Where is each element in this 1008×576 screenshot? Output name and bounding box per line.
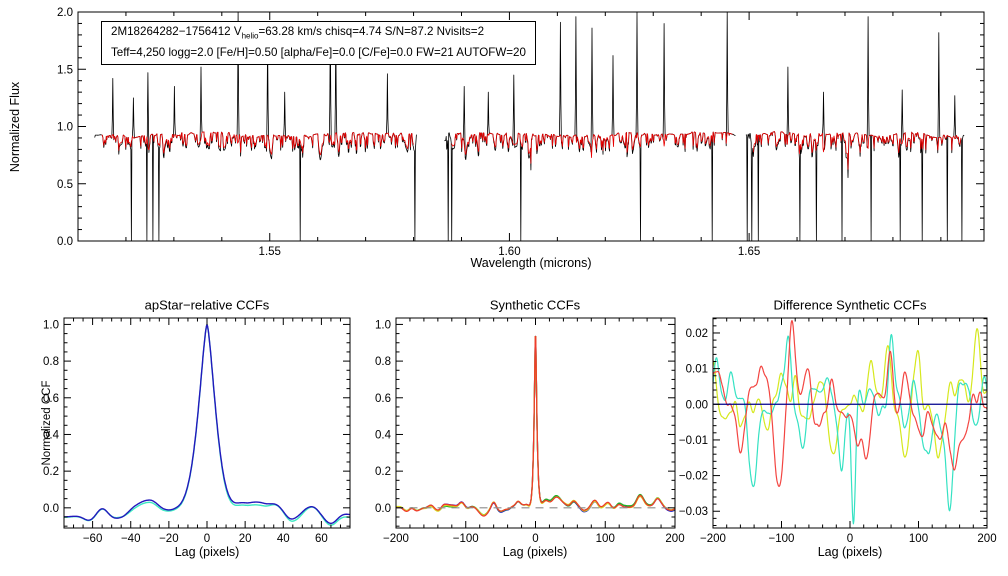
svg-text:0.6: 0.6 xyxy=(375,393,391,405)
svg-text:−0.03: −0.03 xyxy=(679,506,708,518)
ccf3-title: Difference Synthetic CCFs xyxy=(773,297,927,313)
svg-text:0.0: 0.0 xyxy=(43,503,59,515)
svg-text:200: 200 xyxy=(665,533,684,545)
ccf2-title: Synthetic CCFs xyxy=(489,297,581,313)
svg-text:1.0: 1.0 xyxy=(43,319,59,331)
svg-text:1.60: 1.60 xyxy=(498,246,520,258)
svg-text:−20: −20 xyxy=(159,533,179,545)
svg-text:1.5: 1.5 xyxy=(57,64,73,76)
svg-text:0.8: 0.8 xyxy=(43,356,59,368)
svg-text:−0.01: −0.01 xyxy=(679,435,708,447)
svg-text:100: 100 xyxy=(909,533,928,545)
ccf1-title: apStar−relative CCFs xyxy=(144,297,270,313)
info-line-1: 2M18264282−1756412 Vhelio=63.28 km/s chi… xyxy=(111,25,485,41)
ccf2-x-axis-label: Lag (pixels) xyxy=(502,545,568,559)
svg-text:0.2: 0.2 xyxy=(375,466,391,478)
svg-text:1.65: 1.65 xyxy=(738,246,760,258)
svg-text:0.0: 0.0 xyxy=(375,503,391,515)
svg-text:−40: −40 xyxy=(121,533,141,545)
ccf1-x-axis-label: Lag (pixels) xyxy=(174,545,240,559)
ccf3-x-axis-label: Lag (pixels) xyxy=(817,545,883,559)
svg-text:0.02: 0.02 xyxy=(686,328,708,340)
svg-text:−200: −200 xyxy=(700,533,726,545)
spectrum-x-axis-label: Wavelength (microns) xyxy=(470,256,592,270)
svg-text:0.4: 0.4 xyxy=(375,429,392,441)
svg-text:1.0: 1.0 xyxy=(375,319,391,331)
svg-text:0.5: 0.5 xyxy=(57,179,73,191)
svg-text:0.01: 0.01 xyxy=(686,364,708,376)
svg-text:0.6: 0.6 xyxy=(43,393,59,405)
info-line-2: Teff=4,250 logg=2.0 [Fe/H]=0.50 [alpha/F… xyxy=(111,45,526,59)
svg-text:0.4: 0.4 xyxy=(43,429,60,441)
svg-text:2.0: 2.0 xyxy=(57,7,73,19)
svg-text:−100: −100 xyxy=(453,533,479,545)
svg-text:−0.02: −0.02 xyxy=(679,471,708,483)
svg-text:0.00: 0.00 xyxy=(686,399,708,411)
spectrum-y-axis-label: Normalized Flux xyxy=(8,81,22,173)
svg-text:100: 100 xyxy=(596,533,615,545)
svg-text:0.2: 0.2 xyxy=(43,466,59,478)
svg-text:0: 0 xyxy=(847,533,853,545)
svg-text:20: 20 xyxy=(239,533,252,545)
svg-text:0: 0 xyxy=(532,533,538,545)
ccf1-y-axis-label: Normalized CCF xyxy=(41,380,53,466)
svg-text:0: 0 xyxy=(204,533,210,545)
svg-text:200: 200 xyxy=(977,533,996,545)
spectrum-info-box: 2M18264282−1756412 Vhelio=63.28 km/s chi… xyxy=(101,21,536,66)
svg-text:0.0: 0.0 xyxy=(57,236,73,248)
svg-text:−200: −200 xyxy=(383,533,409,545)
svg-text:1.0: 1.0 xyxy=(57,122,73,134)
svg-text:−100: −100 xyxy=(769,533,795,545)
svg-text:0.8: 0.8 xyxy=(375,356,391,368)
svg-text:1.55: 1.55 xyxy=(259,246,281,258)
svg-text:60: 60 xyxy=(315,533,328,545)
svg-text:40: 40 xyxy=(277,533,290,545)
svg-text:−60: −60 xyxy=(83,533,103,545)
